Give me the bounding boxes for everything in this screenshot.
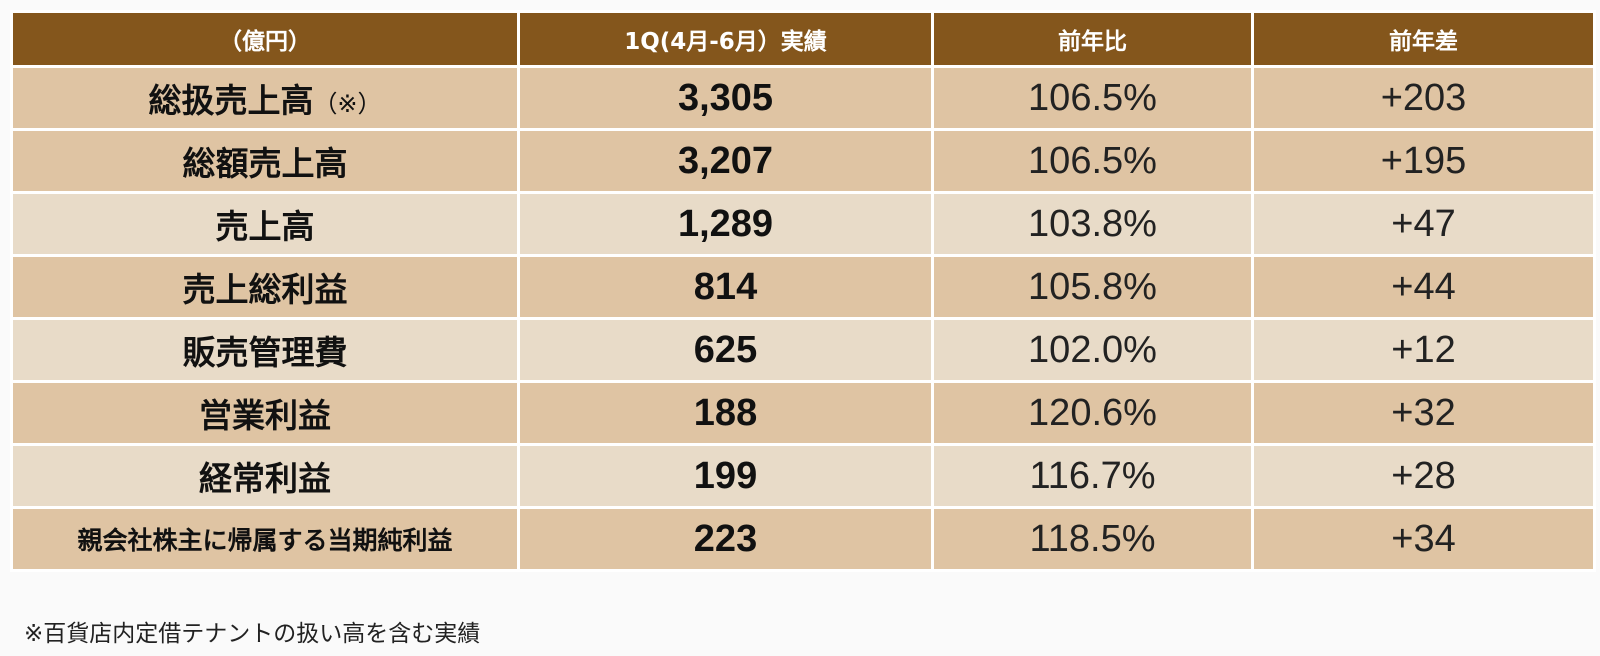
table-row: 売上高 1,289 103.8% +47: [10, 191, 1596, 257]
financial-summary-table: （億円） 1Q(4月-6月）実績 前年比 前年差 総扱売上高（※） 3,305 …: [10, 10, 1596, 572]
table-row: 経常利益 199 116.7% +28: [10, 443, 1596, 509]
row-diff: +195: [1251, 128, 1596, 194]
table-row: 売上総利益 814 105.8% +44: [10, 254, 1596, 320]
row-diff: +47: [1251, 191, 1596, 257]
footnote: ※百貨店内定借テナントの扱い高を含む実績: [24, 621, 481, 647]
row-result: 1,289: [517, 191, 934, 257]
row-diff: +203: [1251, 65, 1596, 131]
row-result: 199: [517, 443, 934, 509]
row-label: 販売管理費: [10, 317, 520, 383]
row-diff: +44: [1251, 254, 1596, 320]
row-label: 親会社株主に帰属する当期純利益: [10, 506, 520, 572]
row-label-note: （※）: [313, 90, 382, 118]
row-result: 3,305: [517, 65, 934, 131]
row-ratio: 103.8%: [931, 191, 1254, 257]
row-ratio: 106.5%: [931, 128, 1254, 194]
row-label-text: 総扱売上高: [148, 81, 314, 120]
row-label: 総扱売上高（※）: [10, 65, 520, 131]
table-row: 営業利益 188 120.6% +32: [10, 380, 1596, 446]
header-q1-results: 1Q(4月-6月）実績: [517, 10, 934, 68]
row-ratio: 118.5%: [931, 506, 1254, 572]
row-ratio: 105.8%: [931, 254, 1254, 320]
row-result: 188: [517, 380, 934, 446]
row-ratio: 120.6%: [931, 380, 1254, 446]
table-row: 親会社株主に帰属する当期純利益 223 118.5% +34: [10, 506, 1596, 572]
row-label: 営業利益: [10, 380, 520, 446]
table-row: 総額売上高 3,207 106.5% +195: [10, 128, 1596, 194]
row-ratio: 116.7%: [931, 443, 1254, 509]
row-result: 3,207: [517, 128, 934, 194]
row-diff: +34: [1251, 506, 1596, 572]
row-label: 総額売上高: [10, 128, 520, 194]
table-row: 販売管理費 625 102.0% +12: [10, 317, 1596, 383]
row-diff: +32: [1251, 380, 1596, 446]
row-label: 経常利益: [10, 443, 520, 509]
header-unit: （億円）: [10, 10, 520, 68]
row-label: 売上総利益: [10, 254, 520, 320]
row-result: 223: [517, 506, 934, 572]
header-yoy-ratio: 前年比: [931, 10, 1254, 68]
financial-summary-table-container: （億円） 1Q(4月-6月）実績 前年比 前年差 総扱売上高（※） 3,305 …: [10, 10, 1596, 572]
row-result: 814: [517, 254, 934, 320]
row-result: 625: [517, 317, 934, 383]
row-diff: +28: [1251, 443, 1596, 509]
row-ratio: 102.0%: [931, 317, 1254, 383]
row-diff: +12: [1251, 317, 1596, 383]
row-ratio: 106.5%: [931, 65, 1254, 131]
row-label: 売上高: [10, 191, 520, 257]
header-yoy-diff: 前年差: [1251, 10, 1596, 68]
table-row: 総扱売上高（※） 3,305 106.5% +203: [10, 65, 1596, 131]
table-header-row: （億円） 1Q(4月-6月）実績 前年比 前年差: [10, 10, 1596, 68]
